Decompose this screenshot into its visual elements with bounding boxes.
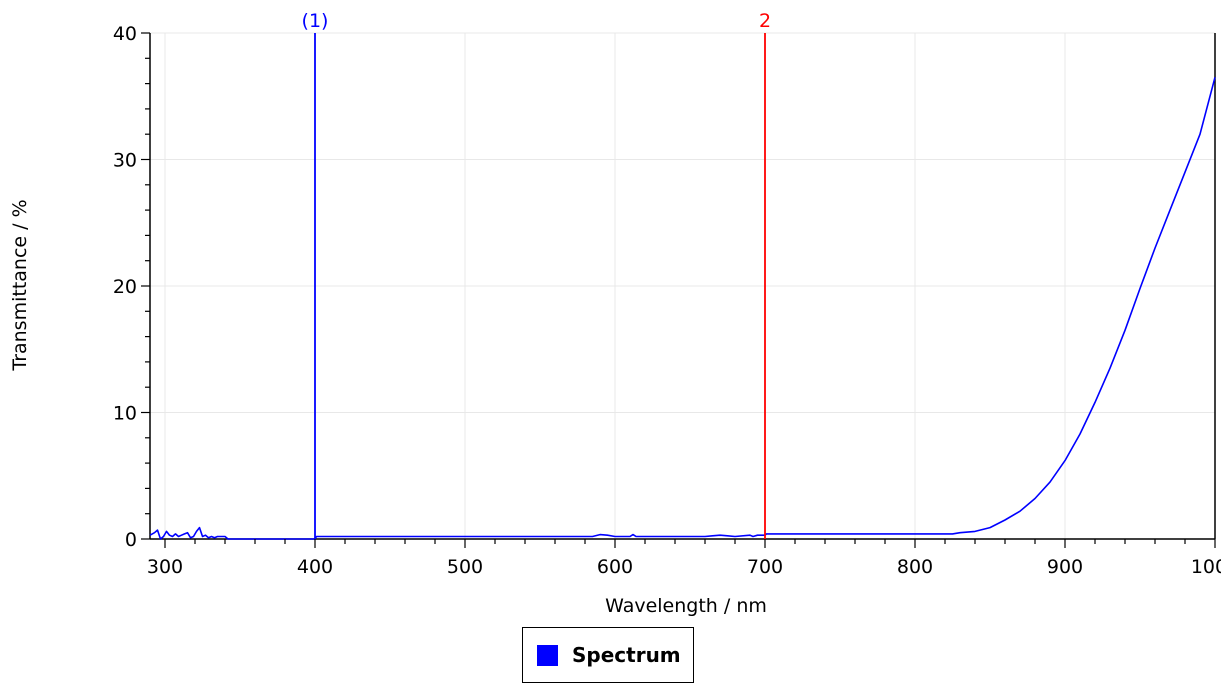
marker-label-1: (1) <box>302 10 329 32</box>
x-tick-label: 1000 <box>1191 556 1221 578</box>
x-tick-label: 300 <box>147 556 183 578</box>
x-tick-label: 600 <box>597 556 633 578</box>
x-tick-label: 800 <box>897 556 933 578</box>
legend-swatch-spectrum <box>537 644 558 666</box>
series-line-spectrum <box>149 77 1216 540</box>
y-tick-label: 10 <box>113 403 137 425</box>
marker-label-2: 2 <box>759 10 771 32</box>
x-tick-label: 500 <box>447 556 483 578</box>
x-axis: 300 400 500 600 700 800 900 1000 <box>147 539 1221 578</box>
marker-layer: (1) 2 <box>302 10 771 539</box>
y-tick-label: 0 <box>125 529 137 551</box>
x-axis-title: Wavelength / nm <box>605 595 767 617</box>
y-tick-label: 40 <box>113 23 137 45</box>
legend-label-spectrum: Spectrum <box>572 643 681 667</box>
legend: Spectrum <box>522 627 694 683</box>
x-tick-label: 900 <box>1047 556 1083 578</box>
y-axis-title: Transmittance / % <box>9 199 31 371</box>
x-tick-label: 700 <box>747 556 783 578</box>
series-layer <box>149 77 1216 540</box>
x-tick-label: 400 <box>297 556 333 578</box>
grid <box>150 32 1216 540</box>
y-tick-label: 20 <box>113 276 137 298</box>
y-axis: 0 10 20 30 40 <box>113 23 150 551</box>
y-tick-label: 30 <box>113 150 137 172</box>
